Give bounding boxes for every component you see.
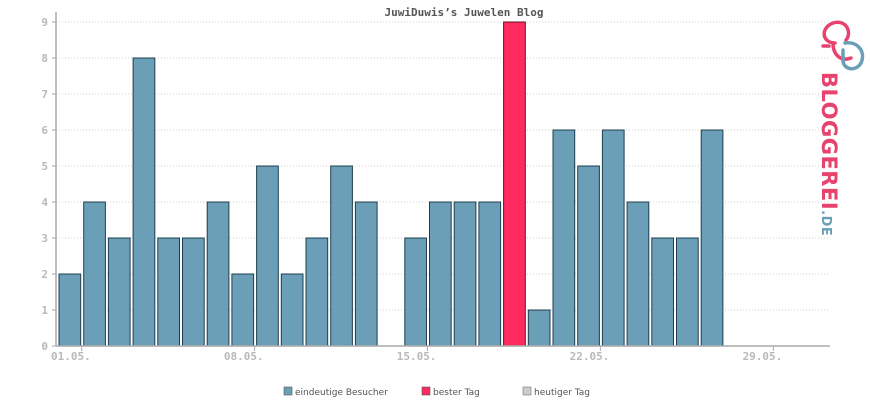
y-tick-label: 2 [41,268,48,281]
y-tick-label: 9 [41,16,48,29]
bar [58,273,82,347]
legend-label-visitors: eindeutige Besucher [295,388,388,398]
bar [107,237,131,347]
x-tick-label: 22.05. [570,350,610,363]
x-tick-label: 15.05. [397,350,437,363]
bar [700,129,724,347]
y-tick-label: 3 [41,232,48,245]
bar-best-day [503,21,526,347]
bar [577,165,600,347]
logo-icon [821,20,865,71]
bar [676,237,699,347]
y-axis-ticks: 0 1 2 3 4 5 6 7 8 9 [41,16,56,353]
axes [55,12,830,347]
logo-wordmark: BLOGGEREI.DE [817,72,841,236]
bar [280,273,304,347]
x-tick-label: 01.05. [51,350,91,363]
x-tick-label: 08.05. [224,350,264,363]
legend-label-today: heutiger Tag [534,388,590,398]
y-tick-label: 5 [41,160,48,173]
bar [182,237,205,347]
legend: eindeutige Besucher bester Tag heutiger … [283,386,590,398]
bar [527,309,551,347]
bar [132,57,156,347]
bar [429,201,452,347]
bar [478,201,502,347]
bar [601,129,625,347]
y-tick-label: 6 [41,124,48,137]
bar [256,165,279,347]
y-tick-label: 7 [41,88,48,101]
x-tick-label: 29.05. [743,350,783,363]
y-tick-label: 1 [41,304,48,317]
legend-swatch-visitors [283,386,293,396]
x-axis-ticks: 01.05. 08.05. 15.05. 22.05. 29.05. [51,346,782,363]
legend-swatch-best-day [421,386,431,396]
y-tick-label: 8 [41,52,48,65]
chart-title: JuwiDuwis’s Juwelen Blog [385,6,544,19]
bars [58,21,724,347]
bar [354,201,378,347]
bar [453,201,477,347]
bar [305,237,329,347]
logo-brand: BLOGGEREI [817,72,841,210]
logo-tld: .DE [818,210,833,236]
bar [330,165,353,347]
bar [157,237,181,347]
bar [626,201,650,347]
y-tick-label: 0 [41,340,48,353]
bar [404,237,427,347]
bar [231,273,255,347]
bar [83,201,106,347]
bar [552,129,576,347]
bloggerei-logo: BLOGGEREI.DE [817,20,865,236]
legend-label-best-day: bester Tag [433,388,480,398]
bar [206,201,230,347]
y-tick-label: 4 [41,196,48,209]
bar [651,237,674,347]
legend-swatch-today [522,386,532,396]
